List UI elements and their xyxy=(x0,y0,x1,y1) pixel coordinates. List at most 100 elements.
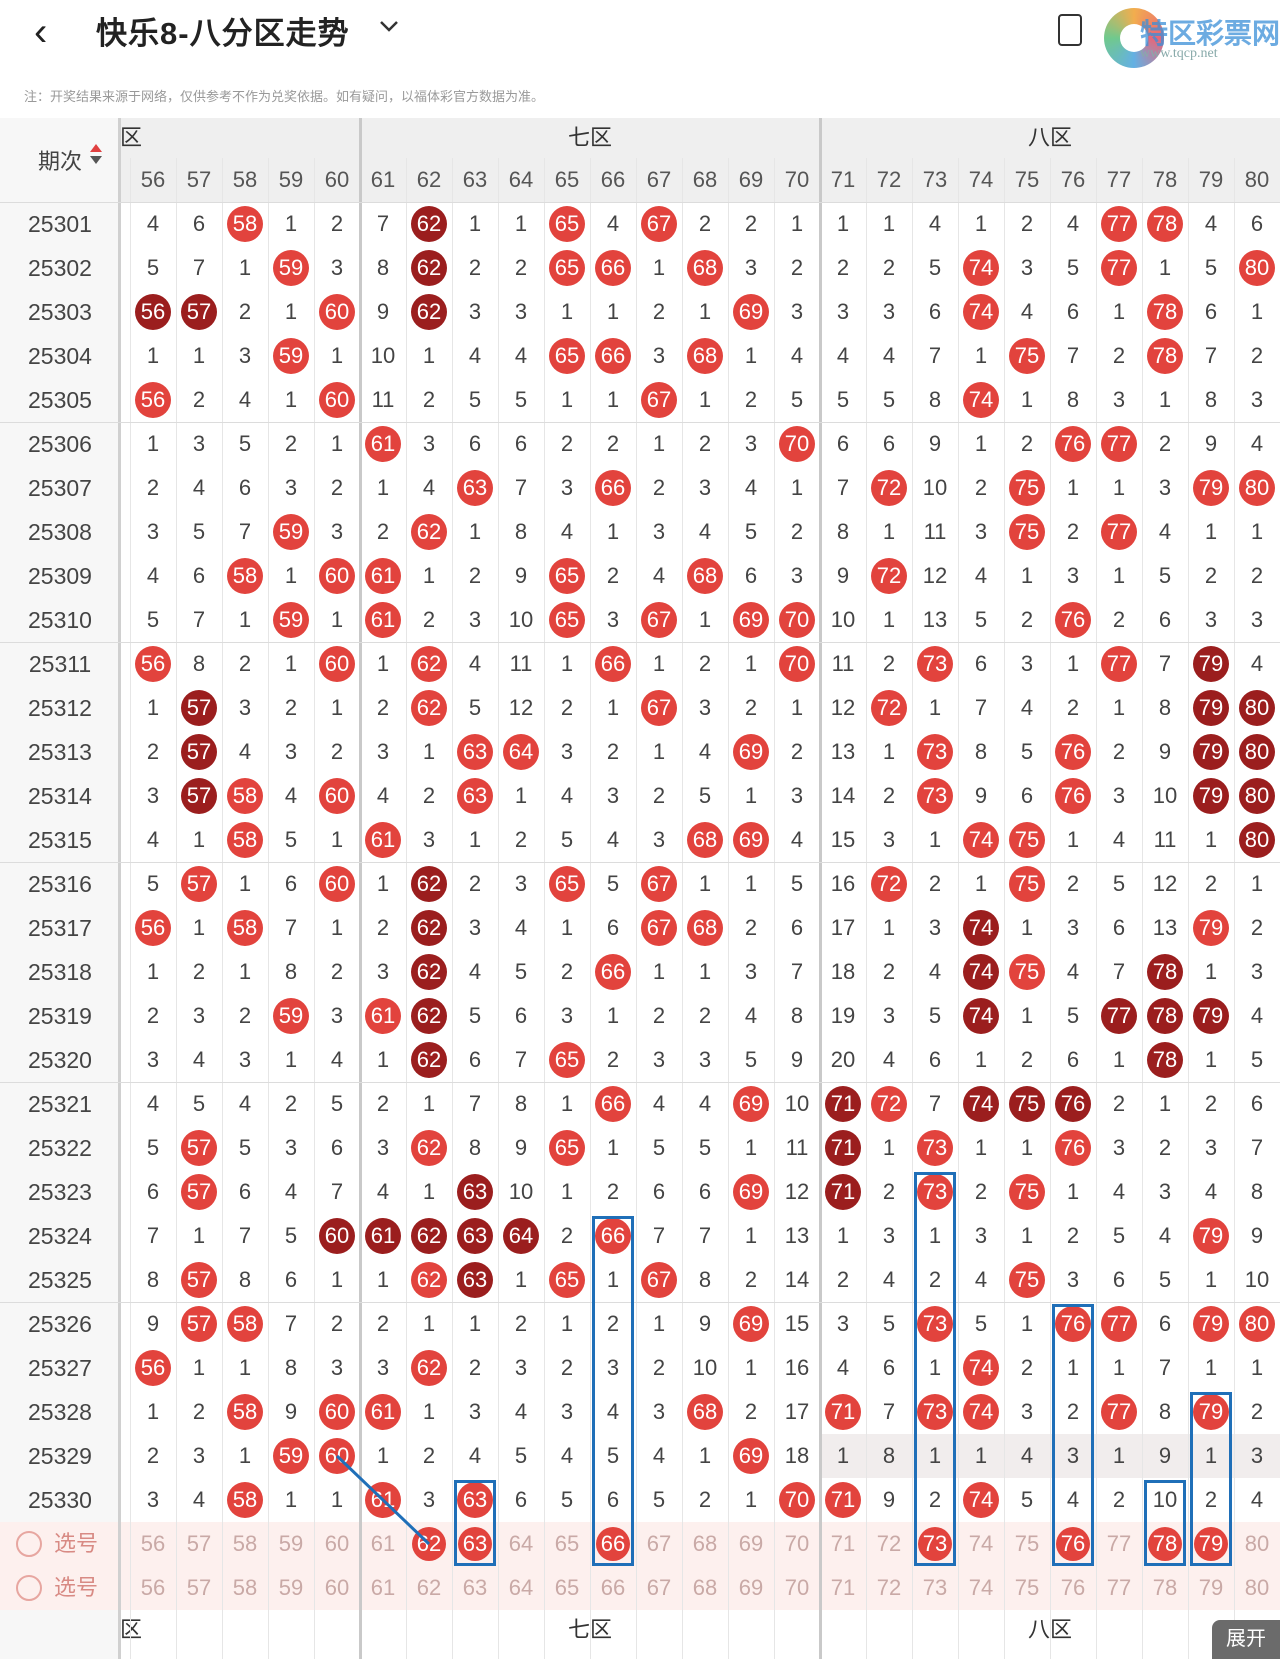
miss-count: 4 xyxy=(238,1091,252,1116)
select-number-72[interactable]: 72 xyxy=(876,1575,902,1600)
select-number-56[interactable]: 56 xyxy=(140,1531,166,1556)
miss-count: 3 xyxy=(192,1003,206,1028)
miss-count: 1 xyxy=(698,387,712,412)
select-number-60[interactable]: 60 xyxy=(324,1575,350,1600)
drawn-ball-80: 80 xyxy=(1239,1306,1275,1342)
miss-count: 2 xyxy=(790,519,804,544)
select-number-69[interactable]: 69 xyxy=(738,1575,764,1600)
select-number-68[interactable]: 68 xyxy=(692,1575,718,1600)
select-label[interactable]: 选号 xyxy=(54,1531,99,1556)
select-number-79[interactable]: 79 xyxy=(1198,1575,1224,1600)
grid-vline xyxy=(912,158,913,1659)
drawn-ball-79: 79 xyxy=(1193,1306,1229,1342)
select-number-66[interactable]: 66 xyxy=(600,1575,626,1600)
select-label[interactable]: 选号 xyxy=(54,1575,99,1600)
chevron-down-icon[interactable] xyxy=(378,16,400,36)
select-number-68[interactable]: 68 xyxy=(692,1531,718,1556)
select-number-58[interactable]: 58 xyxy=(232,1575,258,1600)
select-number-62[interactable]: 62 xyxy=(416,1575,442,1600)
miss-count: 7 xyxy=(928,343,942,368)
select-number-57[interactable]: 57 xyxy=(186,1531,212,1556)
drawn-ball-67: 67 xyxy=(641,866,677,902)
select-number-77[interactable]: 77 xyxy=(1106,1575,1132,1600)
select-number-71[interactable]: 71 xyxy=(830,1575,856,1600)
select-number-64[interactable]: 64 xyxy=(508,1575,534,1600)
miss-count: 2 xyxy=(606,1179,620,1204)
select-number-59[interactable]: 59 xyxy=(278,1531,304,1556)
sort-desc-icon[interactable] xyxy=(90,156,102,164)
miss-count: 1 xyxy=(790,695,804,720)
select-number-74[interactable]: 74 xyxy=(968,1531,994,1556)
select-number-72[interactable]: 72 xyxy=(876,1531,902,1556)
miss-count: 3 xyxy=(146,1487,160,1512)
select-number-80[interactable]: 80 xyxy=(1244,1575,1270,1600)
select-number-80[interactable]: 80 xyxy=(1244,1531,1270,1556)
select-number-57[interactable]: 57 xyxy=(186,1575,212,1600)
select-number-70[interactable]: 70 xyxy=(784,1575,810,1600)
selected-number-73[interactable]: 73 xyxy=(918,1527,952,1561)
drawn-ball-60: 60 xyxy=(319,1394,355,1430)
select-number-59[interactable]: 59 xyxy=(278,1575,304,1600)
select-number-65[interactable]: 65 xyxy=(554,1575,580,1600)
miss-count: 4 xyxy=(1250,1003,1264,1028)
drawn-ball-77: 77 xyxy=(1101,1394,1137,1430)
select-number-61[interactable]: 61 xyxy=(370,1575,396,1600)
miss-count: 10 xyxy=(692,1355,718,1380)
select-number-78[interactable]: 78 xyxy=(1152,1575,1178,1600)
miss-count: 1 xyxy=(330,1487,344,1512)
miss-count: 1 xyxy=(1112,1355,1126,1380)
miss-count: 6 xyxy=(606,1487,620,1512)
select-number-73[interactable]: 73 xyxy=(922,1575,948,1600)
miss-count: 5 xyxy=(974,1311,988,1336)
select-number-63[interactable]: 63 xyxy=(462,1575,488,1600)
miss-count: 3 xyxy=(652,827,666,852)
phone-icon[interactable] xyxy=(1058,14,1082,46)
drawn-ball-74: 74 xyxy=(963,382,999,418)
select-radio[interactable] xyxy=(16,1575,42,1601)
select-number-56[interactable]: 56 xyxy=(140,1575,166,1600)
selected-number-63[interactable]: 63 xyxy=(458,1527,492,1561)
miss-count: 1 xyxy=(928,1223,942,1248)
miss-count: 1 xyxy=(284,1047,298,1072)
select-number-75[interactable]: 75 xyxy=(1014,1575,1040,1600)
miss-count: 1 xyxy=(376,475,390,500)
miss-count: 1 xyxy=(1250,299,1264,324)
select-number-76[interactable]: 76 xyxy=(1060,1575,1086,1600)
miss-count: 4 xyxy=(468,1443,482,1468)
miss-count: 2 xyxy=(376,1311,390,1336)
miss-count: 7 xyxy=(928,1091,942,1116)
back-icon[interactable]: ‹ xyxy=(34,10,48,54)
select-radio[interactable] xyxy=(16,1531,42,1557)
miss-count: 3 xyxy=(836,299,850,324)
miss-count: 1 xyxy=(560,1091,574,1116)
select-number-64[interactable]: 64 xyxy=(508,1531,534,1556)
select-number-65[interactable]: 65 xyxy=(554,1531,580,1556)
miss-count: 2 xyxy=(514,255,528,280)
grid-vline xyxy=(774,158,775,1659)
miss-count: 2 xyxy=(1112,343,1126,368)
drawn-ball-73: 73 xyxy=(917,1394,953,1430)
select-number-70[interactable]: 70 xyxy=(784,1531,810,1556)
selected-number-79[interactable]: 79 xyxy=(1194,1527,1228,1561)
select-number-71[interactable]: 71 xyxy=(830,1531,856,1556)
select-number-67[interactable]: 67 xyxy=(646,1575,672,1600)
expand-button[interactable]: 展开 xyxy=(1212,1620,1280,1659)
select-number-61[interactable]: 61 xyxy=(370,1531,396,1556)
selected-number-66[interactable]: 66 xyxy=(596,1527,630,1561)
miss-count: 4 xyxy=(1250,1487,1264,1512)
select-number-77[interactable]: 77 xyxy=(1106,1531,1132,1556)
drawn-ball-74: 74 xyxy=(963,1350,999,1386)
miss-count: 5 xyxy=(836,387,850,412)
select-number-75[interactable]: 75 xyxy=(1014,1531,1040,1556)
selected-number-78[interactable]: 78 xyxy=(1148,1527,1182,1561)
select-number-74[interactable]: 74 xyxy=(968,1575,994,1600)
selected-number-76[interactable]: 76 xyxy=(1056,1527,1090,1561)
select-number-60[interactable]: 60 xyxy=(324,1531,350,1556)
select-number-67[interactable]: 67 xyxy=(646,1531,672,1556)
miss-count: 1 xyxy=(882,519,896,544)
sort-asc-icon[interactable] xyxy=(90,144,102,152)
select-number-58[interactable]: 58 xyxy=(232,1531,258,1556)
select-number-69[interactable]: 69 xyxy=(738,1531,764,1556)
miss-count: 1 xyxy=(652,255,666,280)
miss-count: 1 xyxy=(1066,1355,1080,1380)
